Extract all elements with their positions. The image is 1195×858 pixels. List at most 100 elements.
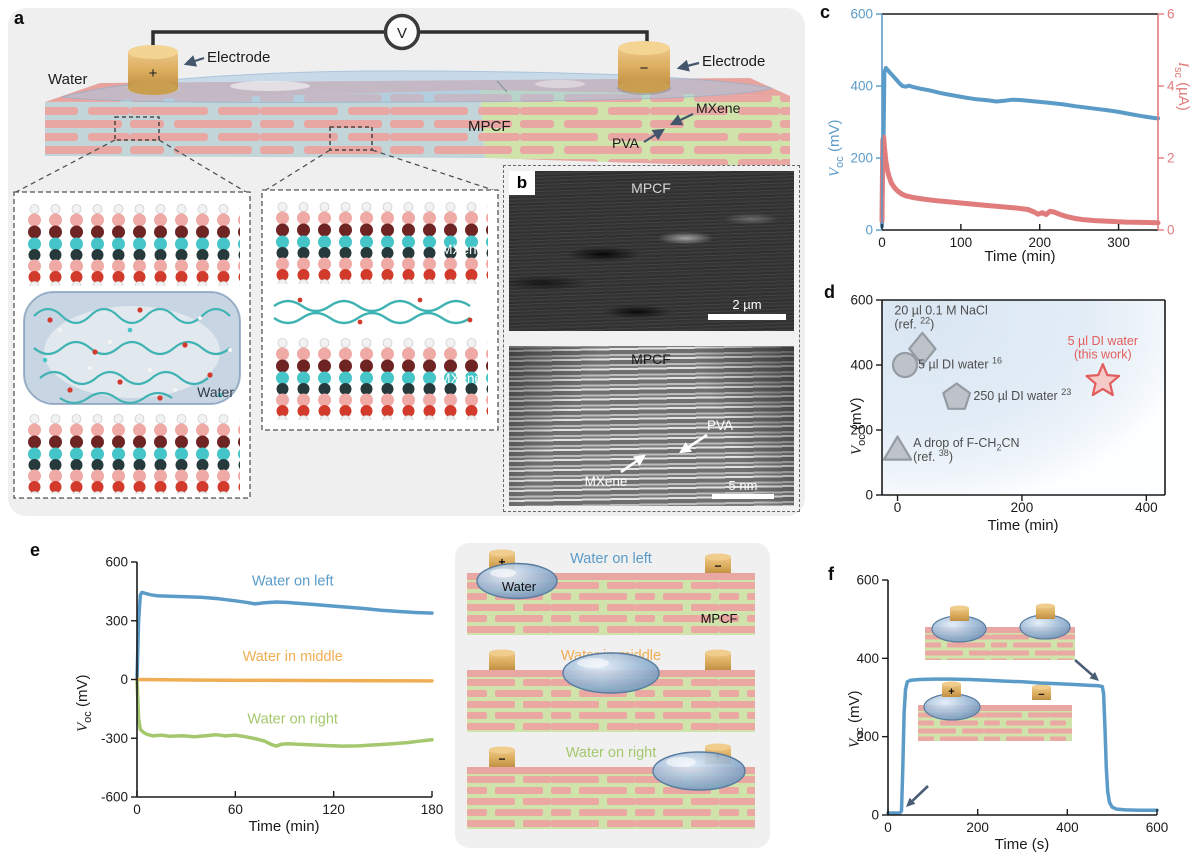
- mpcf-strip-label: MPCF: [701, 611, 738, 626]
- panel-c-letter: c: [820, 2, 831, 22]
- zoom-box-left: [114, 116, 160, 141]
- svg-text:0: 0: [871, 808, 879, 823]
- svg-text:400: 400: [850, 358, 873, 373]
- tem-scalebar: [712, 494, 774, 499]
- panel-d-letter: d: [824, 282, 835, 302]
- svg-text:400: 400: [1135, 500, 1158, 515]
- annotation: Water on right: [247, 712, 338, 728]
- svg-text:200: 200: [850, 423, 873, 438]
- chart-c-y-axis-label: Voc (mV): [826, 119, 846, 177]
- chart-d-background: [882, 300, 1165, 495]
- schematic-title-left: Water on left: [570, 551, 652, 567]
- tem-scale-label: 5 nm: [729, 478, 758, 493]
- marker-triangle: [882, 435, 913, 461]
- md-inset-water: Water: [13, 191, 251, 499]
- plus-sign: +: [149, 65, 158, 82]
- tem-mxene-label: MXene: [585, 474, 628, 489]
- svg-text:120: 120: [322, 802, 345, 817]
- svg-text:600: 600: [105, 555, 128, 570]
- annotation: (this work): [1074, 348, 1132, 362]
- electrode-left-arrow-icon: [183, 55, 205, 67]
- panel-a-letter: a: [14, 8, 25, 28]
- chart-e-x-axis-label: Time (min): [248, 818, 320, 835]
- sem-annotations: MPCF 2 µm: [631, 180, 786, 320]
- svg-text:180: 180: [421, 802, 444, 817]
- chart-d: 0 200 400 0 200 400 600 20 µl 0.1 M NaCl(ref. 2…: [850, 293, 1166, 515]
- electrode-left-label: Electrode: [207, 49, 270, 66]
- inset-water-label: Water: [197, 384, 234, 400]
- svg-text:0: 0: [1167, 223, 1175, 238]
- schematic-title-right: Water on right: [566, 745, 657, 761]
- chart-c-y2-axis-label: Isc (µA): [1172, 62, 1192, 111]
- svg-text:200: 200: [850, 151, 873, 166]
- svg-text:6: 6: [1167, 7, 1175, 22]
- marker-circle: [891, 351, 919, 379]
- svg-text:60: 60: [228, 802, 243, 817]
- svg-text:-600: -600: [101, 790, 128, 805]
- tem-pva-arrow-icon: [679, 433, 708, 454]
- mxene-arrow-icon: [669, 113, 694, 126]
- mxene-label: MXene: [696, 100, 741, 116]
- svg-text:0: 0: [878, 235, 886, 250]
- svg-text:400: 400: [1056, 820, 1079, 835]
- svg-text:200: 200: [1028, 235, 1051, 250]
- series-water-on-right: [135, 678, 434, 748]
- svg-text:0: 0: [865, 488, 873, 503]
- annotation: A drop of F-CH2CN: [913, 436, 1019, 453]
- minus-sign: −: [640, 60, 649, 77]
- series-isc: [879, 134, 1161, 226]
- svg-text:0: 0: [865, 223, 873, 238]
- water-film: [61, 70, 773, 103]
- plus-sign: +: [498, 555, 505, 569]
- pva-arrow-icon: [643, 128, 666, 143]
- panel-e-letter: e: [30, 540, 41, 560]
- svg-text:0: 0: [894, 500, 902, 515]
- chart-c: 0 100 200 300 0 200 400 600 0 2 4 6: [850, 7, 1175, 251]
- svg-text:200: 200: [1011, 500, 1034, 515]
- pva-label: PVA: [612, 135, 640, 151]
- svg-text:0: 0: [133, 802, 141, 817]
- svg-text:600: 600: [850, 7, 873, 22]
- sem-scalebar: [708, 314, 786, 320]
- chart-d-y-axis-label: Voc (mV): [848, 397, 868, 455]
- inset-mxene-bottom-label: MXene: [439, 371, 482, 386]
- water-label: Water: [48, 71, 87, 88]
- svg-text:4: 4: [1167, 79, 1175, 94]
- svg-text:300: 300: [1107, 235, 1130, 250]
- svg-text:300: 300: [105, 613, 128, 628]
- zoom-box-right: [329, 126, 373, 151]
- electrode-positive: +: [127, 45, 179, 95]
- annotation: (ref. 38): [913, 448, 953, 464]
- water-droplet: [652, 751, 746, 791]
- pointer-arrowhead-icon: [906, 797, 916, 807]
- inset-pva-label: PVA: [464, 305, 490, 320]
- annotation: (ref. 22): [894, 315, 934, 331]
- svg-text:2: 2: [1167, 151, 1175, 166]
- tem-mxene-arrow-icon: [620, 454, 646, 474]
- electrode-right-label: Electrode: [702, 53, 765, 70]
- chart-e: 0 60 120 180 -600 -300 0 300 600 Water on left Wat…: [101, 555, 444, 818]
- minus-sign: −: [714, 559, 721, 573]
- panel-b-letter: b: [509, 171, 535, 195]
- chart-f-x-axis-label: Time (s): [994, 836, 1050, 853]
- inset-mxene-top-label: MXene: [441, 242, 484, 257]
- pointer-arrow-icon: [1074, 659, 1094, 677]
- zoom-connectors: [15, 139, 494, 193]
- voltmeter-icon: [383, 13, 421, 51]
- svg-text:0: 0: [884, 820, 892, 835]
- chart-d-x-axis-label: Time (min): [987, 517, 1059, 534]
- svg-text:600: 600: [1146, 820, 1169, 835]
- svg-text:200: 200: [966, 820, 989, 835]
- svg-text:100: 100: [950, 235, 973, 250]
- water-droplet-label: Water: [502, 579, 537, 594]
- svg-text:600: 600: [850, 293, 873, 308]
- sem-image: [509, 171, 794, 331]
- mpcf-slab: [45, 70, 790, 168]
- svg-text:0: 0: [120, 672, 128, 687]
- pointer-arrow-icon: [911, 785, 929, 802]
- tem-annotations: MPCF PVA MXene 5 nm: [585, 351, 774, 499]
- plus-sign: +: [948, 686, 954, 698]
- svg-text:400: 400: [856, 651, 879, 666]
- svg-text:200: 200: [856, 729, 879, 744]
- panel-e-schematic: Water on left + − Water MPCF Water in mi…: [455, 543, 770, 848]
